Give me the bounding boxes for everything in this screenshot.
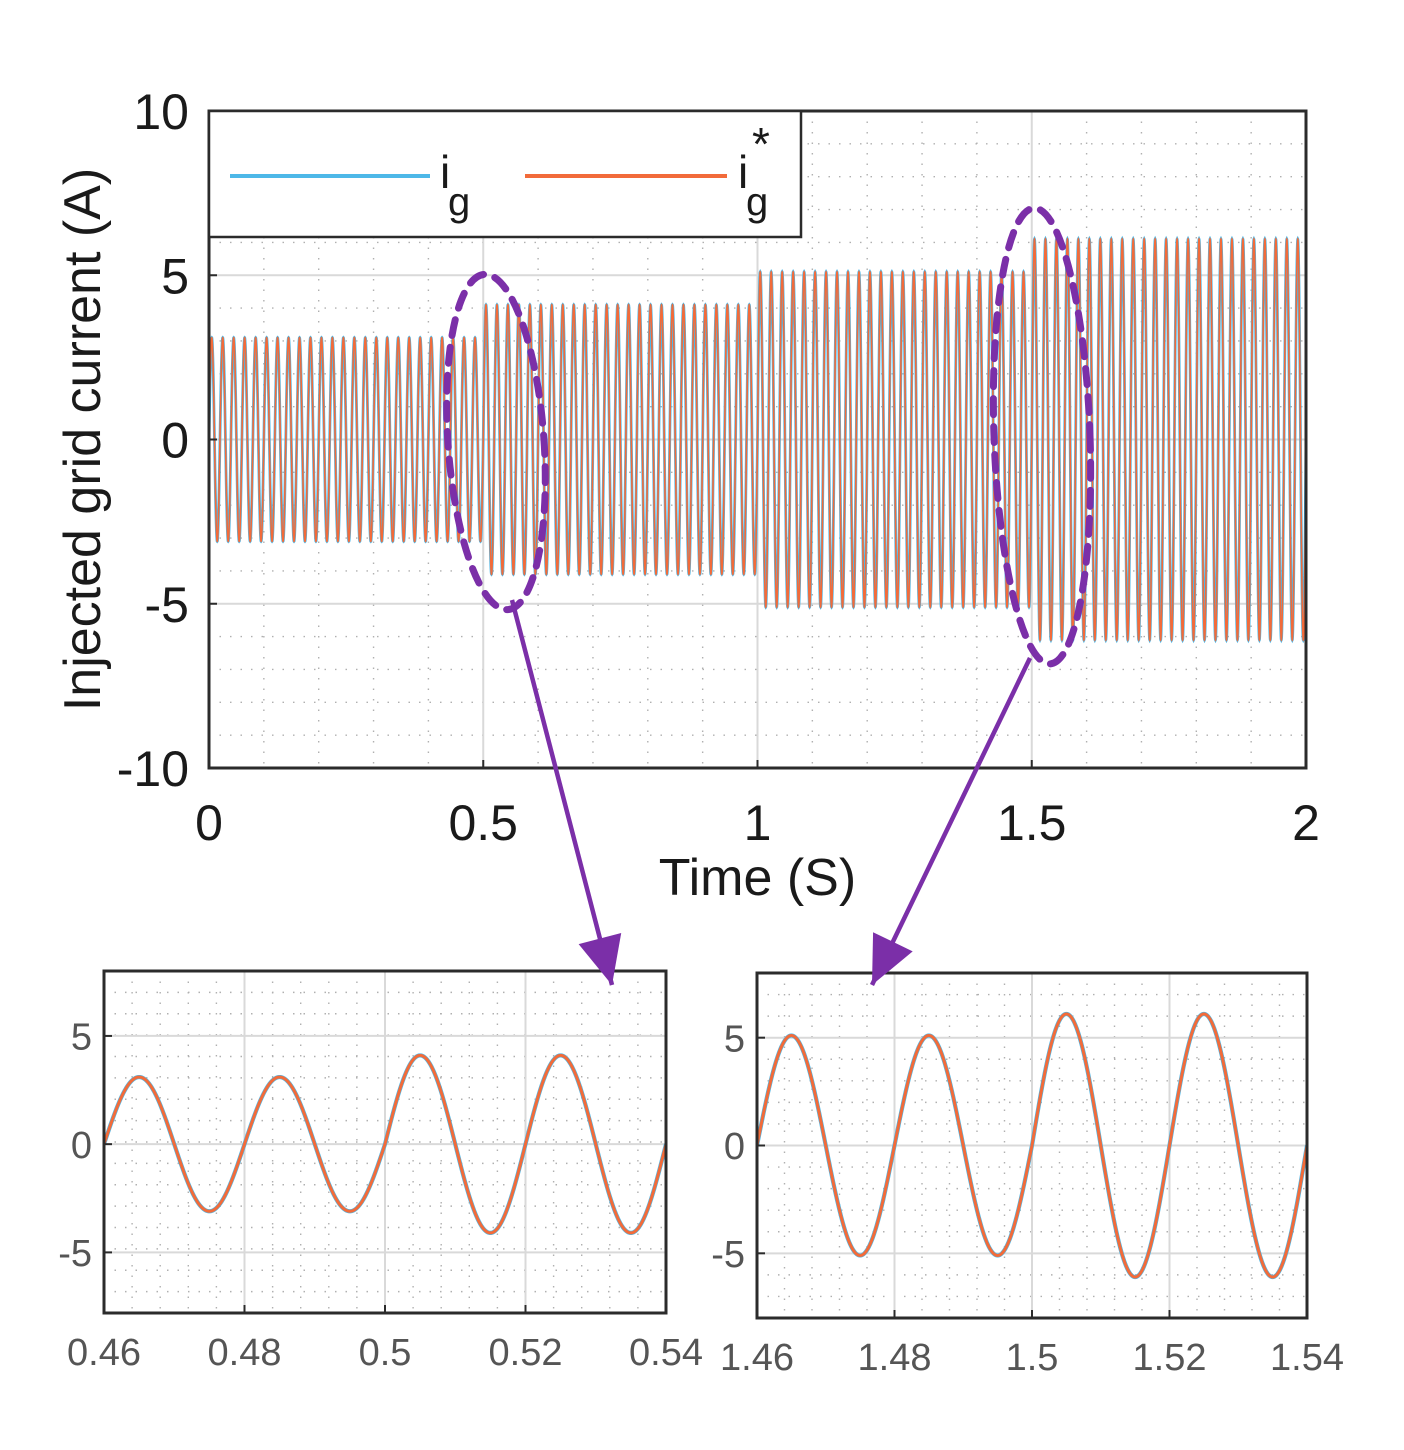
x-tick-label: 1.5 bbox=[997, 795, 1067, 851]
x-tick-label: 0 bbox=[195, 795, 223, 851]
x-tick-label: 1 bbox=[744, 795, 772, 851]
zoom-arrow-shaft bbox=[509, 599, 615, 986]
legend: i gi g* bbox=[207, 109, 803, 239]
x-tick-label: 1.54 bbox=[1270, 1337, 1344, 1379]
y-tick-label: 0 bbox=[71, 1125, 92, 1167]
x-tick-label: 0.48 bbox=[208, 1332, 282, 1374]
legend-label-subscript: g bbox=[746, 180, 768, 224]
y-axis-label: Injected grid current (A) bbox=[54, 168, 112, 711]
main-plot: 0 0.5 1 1.5 2 -10 -5 0 5 10 Time (S) Injected grid … bbox=[54, 84, 1320, 907]
zoom-arrow-head bbox=[872, 932, 913, 985]
zoom-arrow-head bbox=[578, 933, 622, 985]
y-tick-label: -5 bbox=[58, 1233, 92, 1275]
y-tick-label: -5 bbox=[145, 577, 189, 633]
zoom-plot-1: 0.46 0.48 0.5 0.52 0.54 -5 0 5 bbox=[58, 969, 703, 1374]
zoom-region-ellipse bbox=[989, 204, 1095, 668]
y-tick-label: 0 bbox=[161, 413, 189, 469]
zoom-plot-2: 1.46 1.48 1.5 1.52 1.54 -5 0 5 bbox=[711, 971, 1344, 1379]
annotations bbox=[443, 204, 1095, 986]
y-tick-label: 5 bbox=[724, 1018, 745, 1060]
x-axis-label: Time (S) bbox=[659, 849, 856, 907]
legend-label-base: i bbox=[738, 146, 748, 198]
x-tick-label: 1.52 bbox=[1133, 1337, 1207, 1379]
series-line-i-g-ref bbox=[104, 1053, 666, 1235]
x-tick-label: 0.5 bbox=[359, 1332, 412, 1374]
zoom-arrow-shaft bbox=[869, 657, 1033, 986]
y-tick-label: 5 bbox=[161, 248, 189, 304]
legend-label-superscript: * bbox=[752, 118, 770, 170]
legend-label-base: i bbox=[440, 146, 450, 198]
x-tick-label: 0.54 bbox=[629, 1332, 703, 1374]
y-tick-label: -5 bbox=[711, 1234, 745, 1276]
y-tick-label: 0 bbox=[724, 1126, 745, 1168]
y-tick-label: 5 bbox=[71, 1017, 92, 1059]
legend-label-subscript: g bbox=[448, 180, 470, 224]
x-tick-label: 0.52 bbox=[489, 1332, 563, 1374]
x-tick-label: 2 bbox=[1292, 795, 1320, 851]
x-tick-label: 0.46 bbox=[67, 1332, 141, 1374]
zoom-region-ellipse bbox=[443, 270, 549, 614]
x-tick-label: 1.48 bbox=[858, 1337, 932, 1379]
series-line-i-g-ref bbox=[757, 1012, 1307, 1279]
x-tick-label: 1.5 bbox=[1006, 1337, 1059, 1379]
x-tick-label: 0.5 bbox=[448, 795, 518, 851]
y-tick-label: -10 bbox=[117, 741, 189, 797]
y-tick-label: 10 bbox=[133, 84, 189, 140]
x-tick-label: 1.46 bbox=[720, 1337, 794, 1379]
series-line-i-g-ref bbox=[209, 237, 1306, 642]
